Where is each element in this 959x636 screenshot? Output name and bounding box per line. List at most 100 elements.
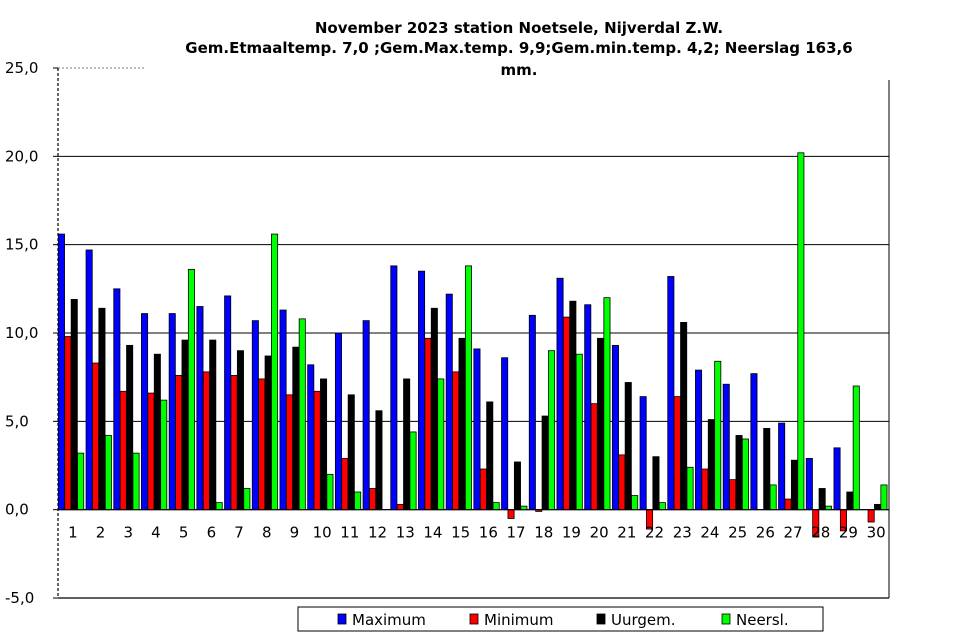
bar-minimum-day-23: [673, 396, 681, 511]
x-tick-label: 16: [479, 524, 498, 542]
bar-neersl-day-7: [243, 488, 251, 511]
x-tick-label: 29: [839, 524, 858, 542]
axes: [57, 68, 890, 599]
x-tick-label: 10: [313, 524, 332, 542]
bar-maximum-day-13: [390, 265, 398, 511]
bar-maximum-day-20: [584, 304, 592, 511]
bar-maximum-day-3: [113, 288, 121, 511]
bar-uurgem-day-2: [98, 307, 106, 511]
bar-neersl-day-21: [631, 495, 639, 511]
title-line-3: mm.: [501, 61, 538, 79]
bar-neersl-day-11: [354, 491, 362, 511]
x-tick-label: 24: [700, 524, 719, 542]
bar-uurgem-day-10: [320, 378, 328, 511]
legend: Maximum Minimum Uurgem. Neersl.: [297, 606, 824, 632]
bar-minimum-day-6: [202, 371, 210, 511]
y-tick-label: 5,0: [5, 412, 29, 430]
bars: [57, 152, 888, 537]
bar-minimum-day-15: [452, 371, 460, 511]
title-line-2: Gem.Etmaaltemp. 7,0 ;Gem.Max.temp. 9,9;G…: [185, 39, 852, 57]
x-tick-label: 19: [562, 524, 581, 542]
bar-uurgem-day-16: [486, 401, 494, 511]
bar-uurgem-day-23: [680, 321, 688, 511]
bar-maximum-day-16: [473, 348, 481, 511]
bar-uurgem-day-15: [458, 337, 466, 511]
bar-neersl-day-30: [880, 484, 888, 511]
bar-neersl-day-23: [686, 466, 694, 511]
bar-neersl-day-4: [160, 399, 168, 511]
bar-uurgem-day-6: [209, 339, 217, 511]
x-tick-label: 14: [423, 524, 442, 542]
bar-uurgem-day-22: [652, 456, 660, 511]
bar-uurgem-day-21: [624, 382, 632, 511]
bar-maximum-day-24: [695, 369, 703, 511]
bar-minimum-day-20: [590, 403, 598, 511]
bar-neersl-day-29: [852, 385, 860, 511]
bar-minimum-day-7: [230, 374, 238, 511]
bar-uurgem-day-29: [846, 491, 854, 511]
bar-maximum-day-6: [196, 306, 204, 511]
bar-minimum-day-14: [424, 337, 432, 511]
bar-neersl-day-9: [298, 318, 306, 511]
bar-neersl-day-22: [658, 502, 666, 511]
bar-minimum-day-30: [867, 509, 875, 523]
legend-label: Neersl.: [736, 611, 789, 629]
x-tick-label: 5: [179, 524, 189, 542]
x-tick-label: 7: [234, 524, 244, 542]
bar-neersl-day-13: [409, 431, 417, 511]
legend-label: Maximum: [352, 611, 426, 629]
bar-neersl-day-8: [271, 233, 279, 511]
legend-swatch: [721, 613, 731, 625]
bar-minimum-day-5: [175, 374, 183, 511]
bar-maximum-day-9: [279, 309, 287, 511]
bar-uurgem-day-5: [181, 339, 189, 511]
bar-neersl-day-2: [104, 435, 112, 511]
bar-minimum-day-13: [396, 503, 404, 511]
y-tick-label: -5,0: [5, 589, 34, 607]
x-tick-label: 20: [590, 524, 609, 542]
bar-neersl-day-5: [187, 268, 195, 511]
bar-neersl-day-16: [492, 502, 500, 511]
y-tick-label: 25,0: [5, 59, 38, 77]
bar-neersl-day-1: [77, 452, 85, 511]
bar-maximum-day-21: [611, 344, 619, 511]
bar-uurgem-day-24: [707, 419, 715, 511]
x-axis-ticks: 1 2 3 4 5 6 7 8 9 10 11 12 13 14 15 16 17 18 19 20 21 22 23 24 2…: [68, 524, 886, 542]
bar-uurgem-day-19: [569, 300, 577, 511]
x-tick-label: 30: [867, 524, 886, 542]
bar-uurgem-day-25: [735, 435, 743, 511]
bar-neersl-day-10: [326, 473, 334, 511]
x-tick-label: 17: [507, 524, 526, 542]
x-tick-label: 15: [451, 524, 470, 542]
legend-swatch: [469, 613, 479, 625]
y-tick-label: 20,0: [5, 147, 38, 165]
x-tick-label: 18: [534, 524, 553, 542]
bar-maximum-day-14: [418, 270, 426, 511]
chart-title: November 2023 station Noetsele, Nijverda…: [185, 19, 852, 79]
bar-uurgem-day-12: [375, 410, 383, 511]
bar-neersl-day-24: [714, 360, 722, 511]
bar-neersl-day-26: [769, 484, 777, 511]
bar-maximum-day-1: [57, 233, 65, 511]
bar-minimum-day-25: [729, 479, 737, 511]
x-tick-label: 23: [673, 524, 692, 542]
bar-uurgem-day-28: [818, 488, 826, 511]
bar-minimum-day-10: [313, 390, 321, 511]
y-axis-ticks: 25,0 20,0 15,0 10,0 5,0 0,0 -5,0: [5, 59, 58, 607]
bar-maximum-day-2: [85, 249, 93, 511]
bar-uurgem-day-9: [292, 346, 300, 511]
bar-maximum-day-27: [778, 422, 786, 511]
bar-minimum-day-17: [507, 509, 515, 519]
x-tick-label: 2: [96, 524, 106, 542]
bar-maximum-day-22: [639, 396, 647, 511]
bar-maximum-day-29: [833, 447, 841, 511]
x-tick-label: 12: [368, 524, 387, 542]
bar-uurgem-day-11: [347, 394, 355, 511]
x-tick-label: 27: [784, 524, 803, 542]
bar-maximum-day-15: [445, 293, 453, 511]
bar-neersl-day-15: [464, 265, 472, 511]
bar-maximum-day-19: [556, 277, 564, 511]
legend-swatch: [337, 613, 347, 625]
bar-maximum-day-11: [334, 332, 342, 511]
